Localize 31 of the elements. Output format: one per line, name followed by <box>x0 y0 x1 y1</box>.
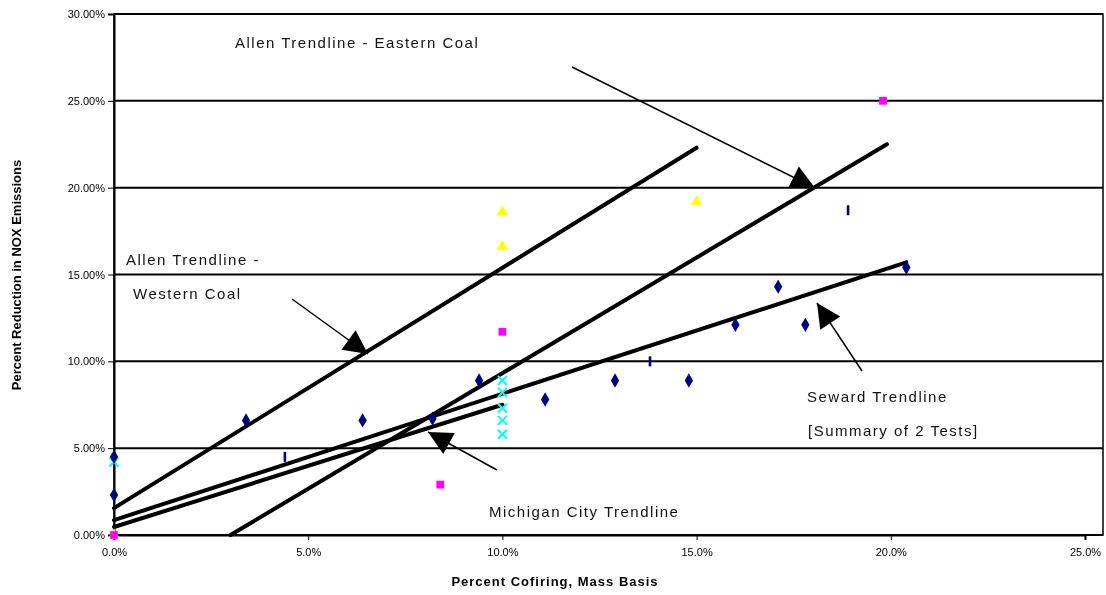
point <box>496 239 509 251</box>
x-tick-label: 25.0% <box>1069 546 1102 559</box>
y-tick-label: 30.00% <box>67 8 106 21</box>
x-axis-title: Percent Cofiring, Mass Basis <box>451 574 659 589</box>
point <box>498 327 507 336</box>
y-tick-label: 10.00% <box>67 355 106 368</box>
point <box>496 374 508 386</box>
x-tick-label: 0.0% <box>101 546 128 559</box>
point <box>496 402 508 414</box>
point <box>108 456 120 468</box>
y-tick-label: 0.00% <box>73 529 106 542</box>
point <box>496 205 509 216</box>
x-tick-label: 5.0% <box>296 546 322 559</box>
point <box>496 428 508 440</box>
point <box>496 414 508 426</box>
point <box>436 480 445 489</box>
y-axis-title: Percent Reduction in NOX Emissions <box>9 159 24 391</box>
point <box>879 96 887 105</box>
annotation: Seward Trendline [Summary of 2 Tests] <box>807 388 979 439</box>
point <box>496 387 508 399</box>
annotation: Michigan City Trendline <box>489 503 680 520</box>
y-tick-label: 20.00% <box>67 181 106 194</box>
x-tick-label: 10.0% <box>487 546 519 559</box>
y-tick-label: 15.00% <box>67 268 106 281</box>
annotation: Allen Trendline - Western Coal <box>126 251 260 302</box>
y-tick-label: 5.00% <box>73 442 106 455</box>
point <box>690 194 703 205</box>
x-tick-label: 15.0% <box>681 546 713 559</box>
x-tick-label: 20.0% <box>875 546 908 559</box>
y-tick-label: 25.00% <box>67 94 106 107</box>
annotation: Allen Trendline - Eastern Coal <box>235 34 480 51</box>
